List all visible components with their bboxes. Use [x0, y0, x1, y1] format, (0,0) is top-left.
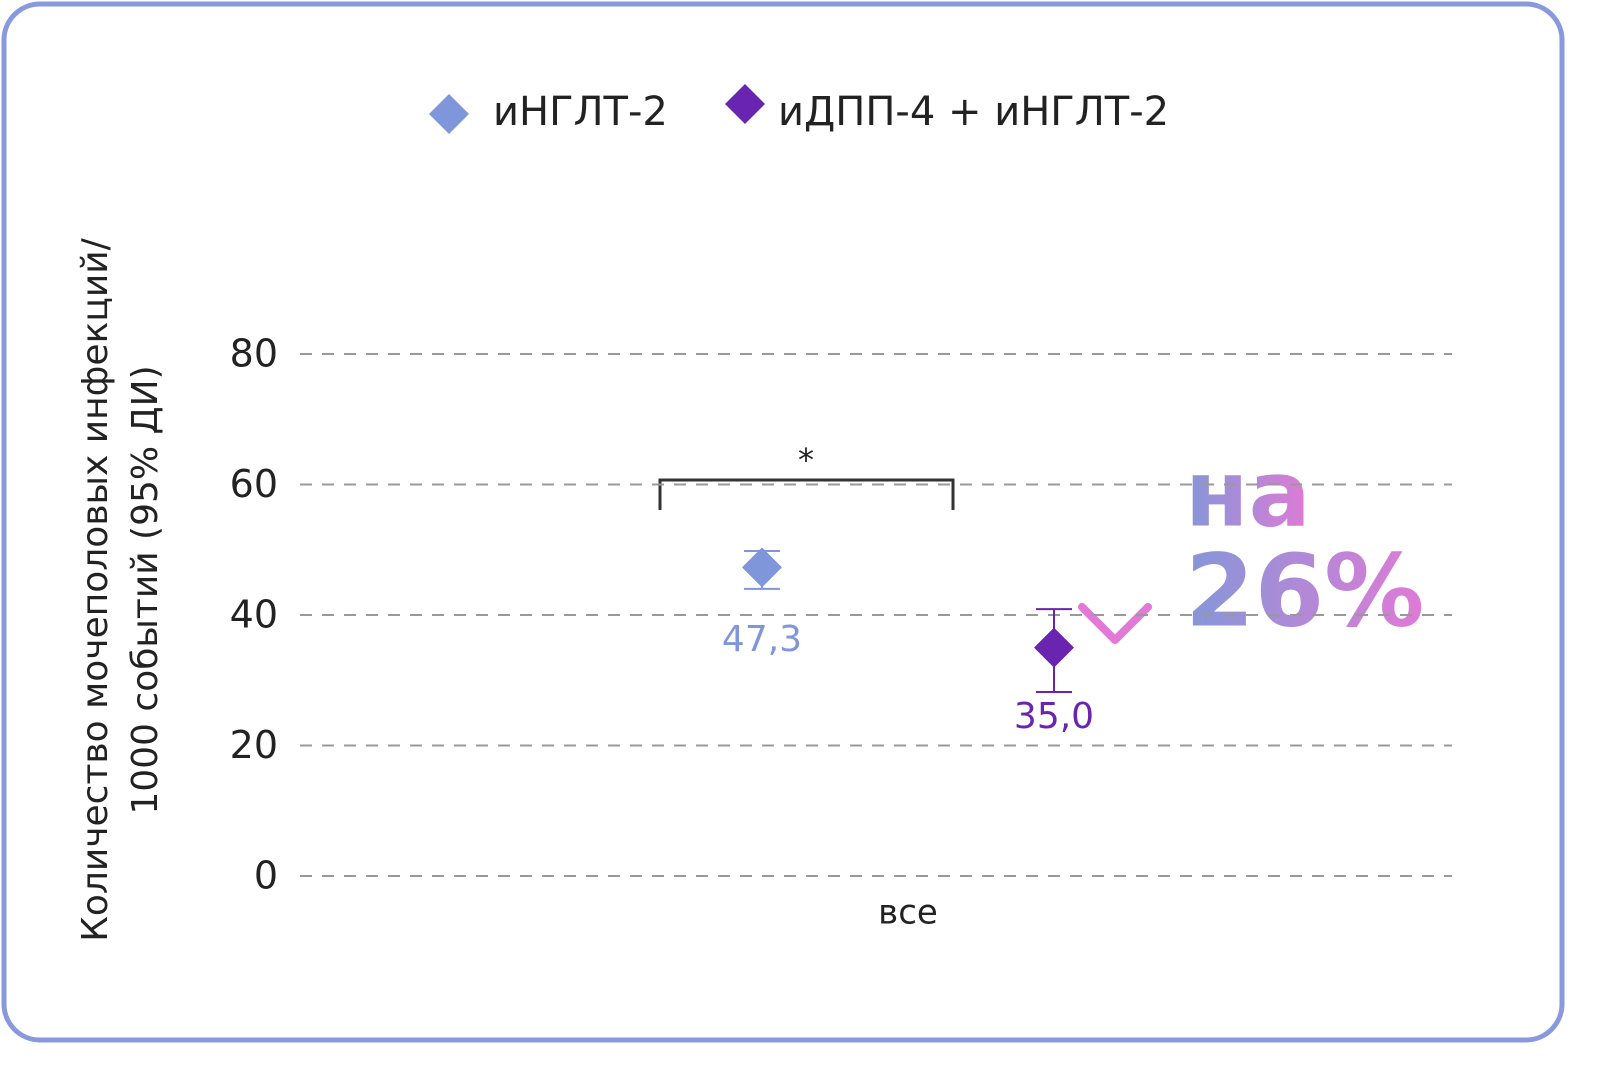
marker: [1034, 627, 1074, 668]
y-tick-label: 20: [230, 723, 278, 767]
annotation: 26%: [1185, 532, 1424, 649]
y-tick-label: 40: [230, 593, 278, 637]
marker: [742, 547, 782, 588]
annotation: на: [1185, 440, 1311, 547]
legend-marker: [429, 94, 469, 134]
legend-label: иНГЛТ-2: [493, 89, 668, 135]
frame: [1, 1, 1565, 1043]
y-axis-label: Количество мочеполовых инфекций/: [75, 237, 116, 941]
value-label: 47,3: [722, 619, 802, 660]
arrow-head: [1078, 603, 1152, 644]
x-tick-label: все: [878, 893, 938, 933]
legend-marker: [725, 84, 765, 124]
significance-bracket: [658, 478, 955, 510]
y-tick-label: 0: [254, 854, 278, 898]
value-label: 35,0: [1014, 696, 1094, 737]
legend-label: иДПП-4 + иНГЛТ-2: [778, 89, 1169, 135]
y-tick-label: 60: [230, 462, 278, 506]
significance-label: *: [798, 441, 814, 479]
y-axis-label: 1000 событий (95% ДИ): [125, 365, 166, 814]
y-tick-label: 80: [230, 332, 278, 376]
